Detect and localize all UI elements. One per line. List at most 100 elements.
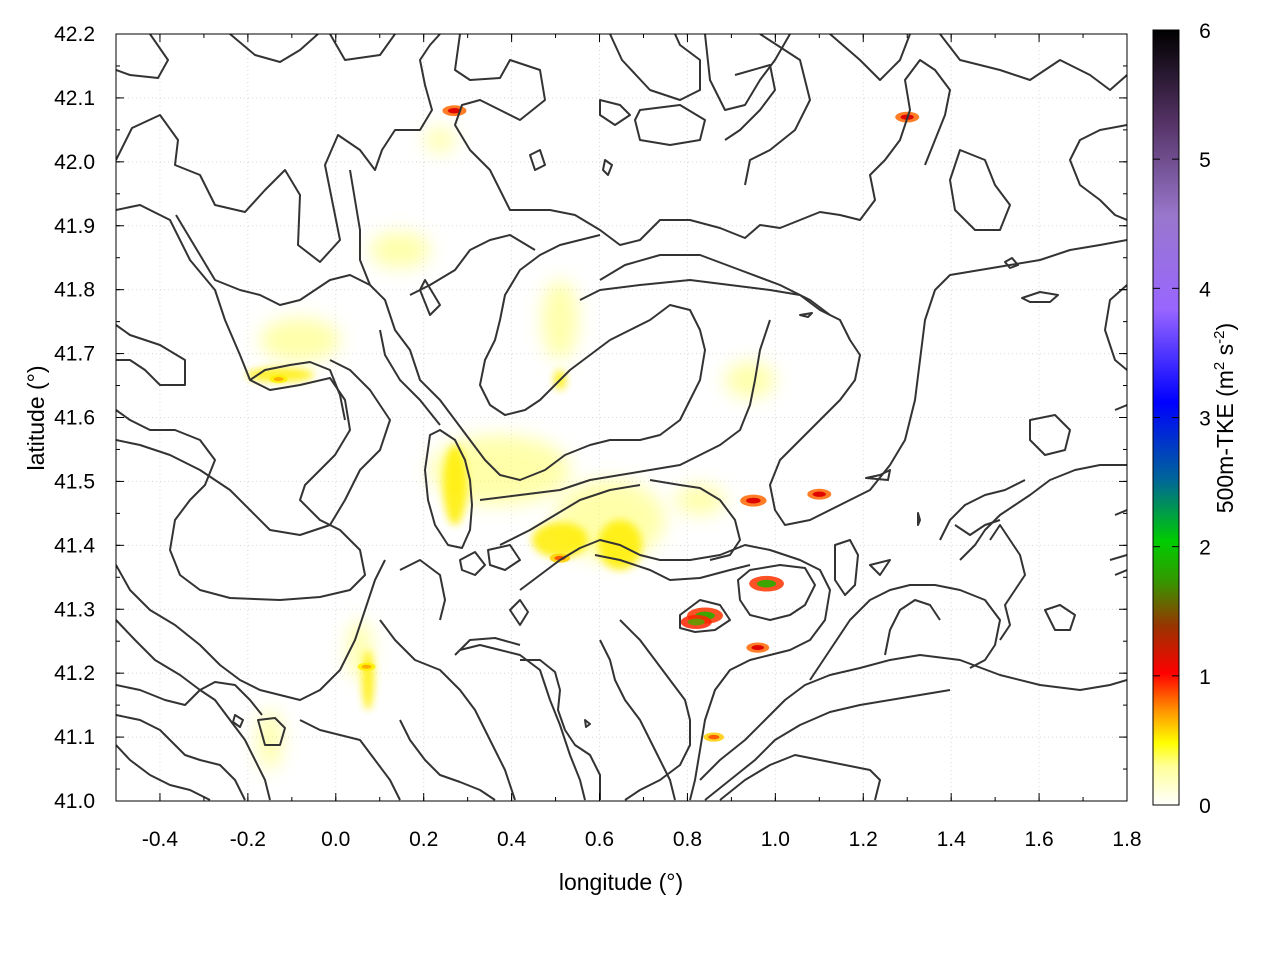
contour-line <box>1069 124 1127 221</box>
contour-line <box>299 719 401 801</box>
contour-line <box>116 359 391 536</box>
contour-line <box>599 639 676 801</box>
contour-line <box>459 644 586 801</box>
contour-line <box>116 714 246 801</box>
contour-line <box>379 619 516 801</box>
x-tick-label: 0.4 <box>497 828 527 851</box>
tke-hotspot-core <box>756 579 777 588</box>
contour-line <box>529 149 546 171</box>
contour-line <box>454 34 951 246</box>
contour-line <box>594 554 751 581</box>
contour-line <box>834 539 859 596</box>
contour-line <box>519 539 831 801</box>
contour-line <box>520 659 601 800</box>
contour-line <box>232 714 244 728</box>
contour-line <box>1109 554 1127 561</box>
plot-area <box>116 34 1127 801</box>
tke-hotspot-core <box>708 734 720 740</box>
tke-hotspot-core <box>361 664 372 669</box>
y-tick-label: 41.3 <box>54 598 95 621</box>
contour-line <box>229 34 319 63</box>
y-axis: 41.0 41.1 41.2 41.3 41.4 41.5 41.6 41.7 41.8 41.9… <box>54 23 1127 813</box>
contour-line <box>1114 404 1127 411</box>
contour-line <box>917 512 921 526</box>
x-tick-label: 1.8 <box>1112 828 1141 851</box>
tke-hotspot-core <box>687 618 705 626</box>
contour-line <box>884 599 941 656</box>
y-tick-label: 41.7 <box>54 343 95 366</box>
contour-line <box>459 551 486 576</box>
x-tick-label: 0.8 <box>673 828 702 851</box>
contour-line <box>619 619 691 801</box>
contour-line <box>865 469 891 481</box>
contour-line <box>704 689 951 801</box>
y-tick-label: 42.0 <box>54 151 95 174</box>
contour-line <box>579 239 1127 526</box>
colorbar-ticks: 0 1 2 3 4 5 6 <box>1153 20 1211 818</box>
contour-line <box>175 214 706 481</box>
y-tick-label: 41.9 <box>54 215 95 238</box>
tke-hotspots <box>269 105 920 742</box>
contour-line <box>116 324 186 386</box>
contour-line <box>584 719 591 728</box>
contour-line <box>809 584 1001 681</box>
x-tick-label: 1.0 <box>761 828 790 851</box>
x-tick-label: 1.2 <box>849 828 878 851</box>
colorbar-tick-label: 6 <box>1199 20 1211 43</box>
contour-line <box>634 104 706 146</box>
colorbar-label: 500m-TKE (m2 s-2) <box>1211 323 1238 513</box>
colorbar-tick-label: 2 <box>1199 537 1211 560</box>
contour-line <box>379 329 441 426</box>
contour-line <box>116 559 386 701</box>
contour-line <box>349 169 371 286</box>
contour-line <box>116 34 169 79</box>
contour-line <box>116 681 263 716</box>
contour-line <box>939 479 1026 541</box>
contour-line <box>409 234 536 296</box>
y-tick-label: 41.1 <box>54 726 95 749</box>
contour-line <box>799 312 813 318</box>
y-axis-label: latitude (°) <box>23 365 49 470</box>
colorbar-tick-label: 3 <box>1199 408 1211 431</box>
contour-line <box>116 744 211 801</box>
contour-line <box>599 254 831 316</box>
tke-hotspot-core <box>746 497 761 504</box>
colorbar-tick-label: 1 <box>1199 666 1211 689</box>
x-axis-label: longitude (°) <box>559 869 683 895</box>
y-tick-label: 42.1 <box>54 87 95 110</box>
colorbar-tick-label: 4 <box>1199 278 1211 301</box>
contour-line <box>609 34 701 101</box>
contour-line <box>424 429 473 549</box>
colorbar-tick-label: 0 <box>1199 795 1211 818</box>
x-tick-label: -0.2 <box>230 828 266 851</box>
contour-line <box>1114 569 1127 576</box>
x-tick-label: 0.0 <box>321 828 350 851</box>
contour-line <box>116 34 441 263</box>
contour-line <box>939 34 1127 91</box>
contour-line <box>679 599 731 633</box>
y-tick-label: 42.2 <box>54 23 95 46</box>
contour-line <box>954 519 1001 536</box>
x-tick-label: 1.4 <box>937 828 967 851</box>
contour-line <box>989 524 1026 641</box>
contour-line <box>1029 414 1071 456</box>
colorbar: 0 1 2 3 4 5 6 500m-TKE (m2 s-2) <box>1152 20 1238 818</box>
contour-line <box>487 544 521 571</box>
contour-line <box>1021 291 1059 303</box>
contour-line <box>649 479 741 561</box>
contour-line <box>602 159 613 176</box>
tke-hotspot-core <box>273 377 284 382</box>
contour-line <box>724 64 776 141</box>
x-axis: -0.4 -0.2 0.0 0.2 0.4 0.6 0.8 1.0 1.2 1.4 1.6 1.8 <box>115 34 1142 851</box>
contour-line <box>116 619 271 801</box>
y-tick-label: 41.8 <box>54 279 95 302</box>
contour-line <box>509 599 529 626</box>
tke-hotspot-core <box>447 108 462 114</box>
contour-line <box>454 637 521 656</box>
contour-line <box>249 361 346 421</box>
contour-line <box>869 559 891 576</box>
x-tick-label: 0.2 <box>409 828 438 851</box>
contour-lines <box>116 34 1127 801</box>
contour-line <box>499 484 641 546</box>
contour-line <box>719 754 881 801</box>
